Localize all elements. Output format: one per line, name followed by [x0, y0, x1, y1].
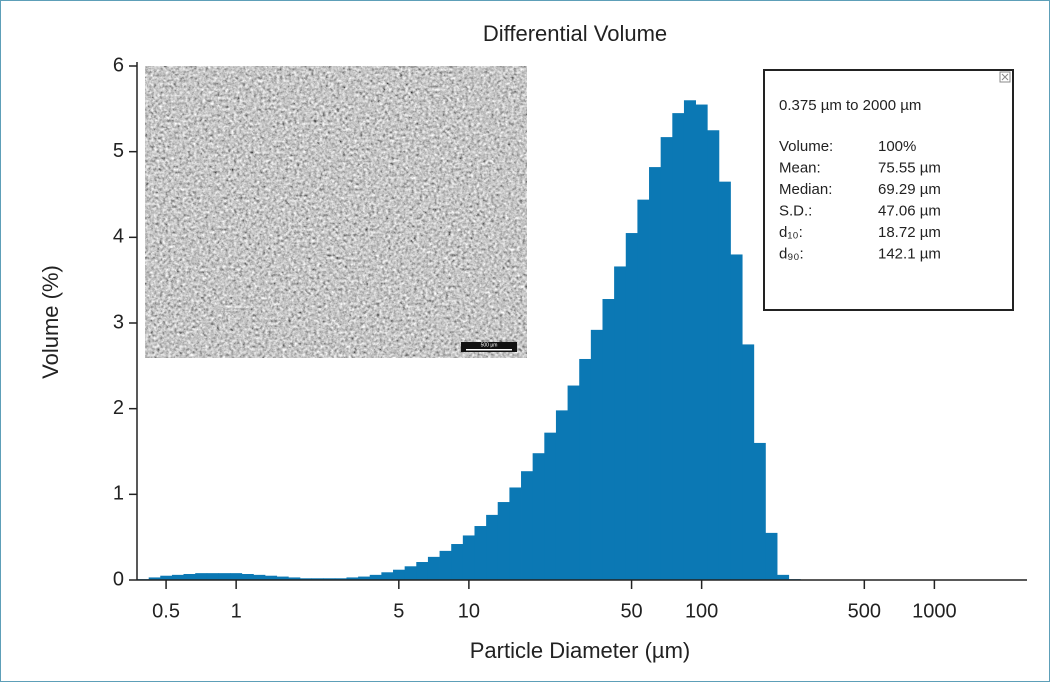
x-tick-label: 500 — [848, 600, 881, 622]
stats-range: 0.375 µm to 2000 µm — [779, 97, 921, 114]
bar — [718, 181, 731, 580]
x-tick-label: 1000 — [912, 600, 957, 622]
bar — [253, 574, 266, 580]
bar — [311, 578, 324, 580]
scale-label: 500 µm — [481, 342, 498, 348]
bar — [230, 573, 243, 580]
bar — [614, 266, 627, 580]
bar — [299, 578, 312, 580]
stats-label: Volume: — [779, 138, 833, 155]
bar — [509, 487, 522, 580]
bar — [171, 574, 184, 580]
scale-line — [466, 349, 512, 351]
bar — [369, 574, 382, 580]
plot-area: 0 1 2 3 4 5 6 0.5 1 5 10 50 100 500 1000 — [113, 54, 1027, 622]
bar — [462, 535, 475, 580]
stats-value: 142.1 µm — [878, 245, 941, 262]
stats-label: d₁₀: — [779, 224, 803, 241]
bar — [730, 254, 743, 580]
bar — [637, 199, 650, 580]
x-tick-label: 10 — [458, 600, 480, 622]
chart-title: Differential Volume — [483, 21, 667, 46]
stats-label: Mean: — [779, 159, 821, 176]
stats-label: d₉₀: — [779, 245, 804, 262]
bar — [276, 576, 289, 580]
close-icon — [1001, 73, 1009, 81]
stats-frame — [763, 69, 1014, 311]
bar — [625, 233, 638, 581]
stats-value: 47.06 µm — [878, 202, 941, 219]
y-tick-label: 4 — [113, 226, 124, 248]
bar — [218, 573, 231, 580]
x-tick-label: 1 — [231, 600, 242, 622]
bar — [148, 577, 161, 580]
bar — [707, 130, 720, 580]
bar — [579, 358, 592, 580]
y-tick-label: 5 — [113, 140, 124, 162]
stats-box: 0.375 µm to 2000 µm Volume: 100% Mean: 75.5… — [763, 69, 1014, 311]
bar — [590, 329, 603, 580]
bar — [695, 104, 708, 581]
bar — [404, 566, 417, 580]
bar — [358, 576, 371, 580]
bar — [195, 573, 208, 580]
x-tick-label: 0.5 — [152, 600, 180, 622]
scale-bar — [461, 342, 517, 352]
bar — [381, 572, 394, 580]
bar — [486, 514, 499, 580]
bar — [765, 532, 778, 580]
bar — [555, 410, 568, 580]
bar — [521, 471, 534, 580]
stats-value: 18.72 µm — [878, 224, 941, 241]
bar — [474, 526, 487, 580]
y-tick-label: 0 — [113, 568, 124, 590]
stats-label: Median: — [779, 181, 832, 198]
bar — [532, 453, 545, 580]
bar — [334, 578, 347, 580]
bar — [451, 544, 464, 580]
bar — [742, 344, 755, 580]
x-tick-label: 50 — [620, 600, 642, 622]
bar — [183, 574, 196, 580]
bar — [660, 137, 673, 580]
y-tick-label: 6 — [113, 54, 124, 76]
bar — [393, 569, 406, 580]
bar — [288, 577, 301, 580]
sem-texture — [145, 66, 527, 358]
inset-image: 500 µm — [145, 66, 527, 358]
x-axis-label: Particle Diameter (µm) — [470, 638, 690, 663]
stats-label: S.D.: — [779, 202, 812, 219]
bar — [497, 502, 510, 580]
bar — [753, 442, 766, 580]
bar — [672, 113, 685, 580]
bar — [649, 167, 662, 580]
y-tick-label: 3 — [113, 311, 124, 333]
bar — [346, 577, 359, 580]
bar — [777, 574, 790, 580]
bar — [206, 573, 219, 580]
bar — [427, 556, 440, 580]
bar — [544, 432, 557, 580]
y-tick-label: 1 — [113, 483, 124, 505]
bar — [416, 562, 429, 580]
y-axis-label: Volume (%) — [38, 265, 63, 379]
bar — [683, 100, 696, 581]
bar — [323, 578, 336, 580]
y-tick-label: 2 — [113, 397, 124, 419]
bar — [602, 299, 615, 580]
stats-value: 100% — [878, 138, 916, 155]
bar — [241, 574, 254, 580]
x-tick-label: 5 — [393, 600, 404, 622]
bar — [439, 550, 452, 580]
stats-value: 69.29 µm — [878, 181, 941, 198]
stats-value: 75.55 µm — [878, 159, 941, 176]
bar — [160, 575, 173, 580]
bar — [567, 385, 580, 580]
bar — [264, 575, 278, 580]
x-tick-label: 100 — [685, 600, 718, 622]
